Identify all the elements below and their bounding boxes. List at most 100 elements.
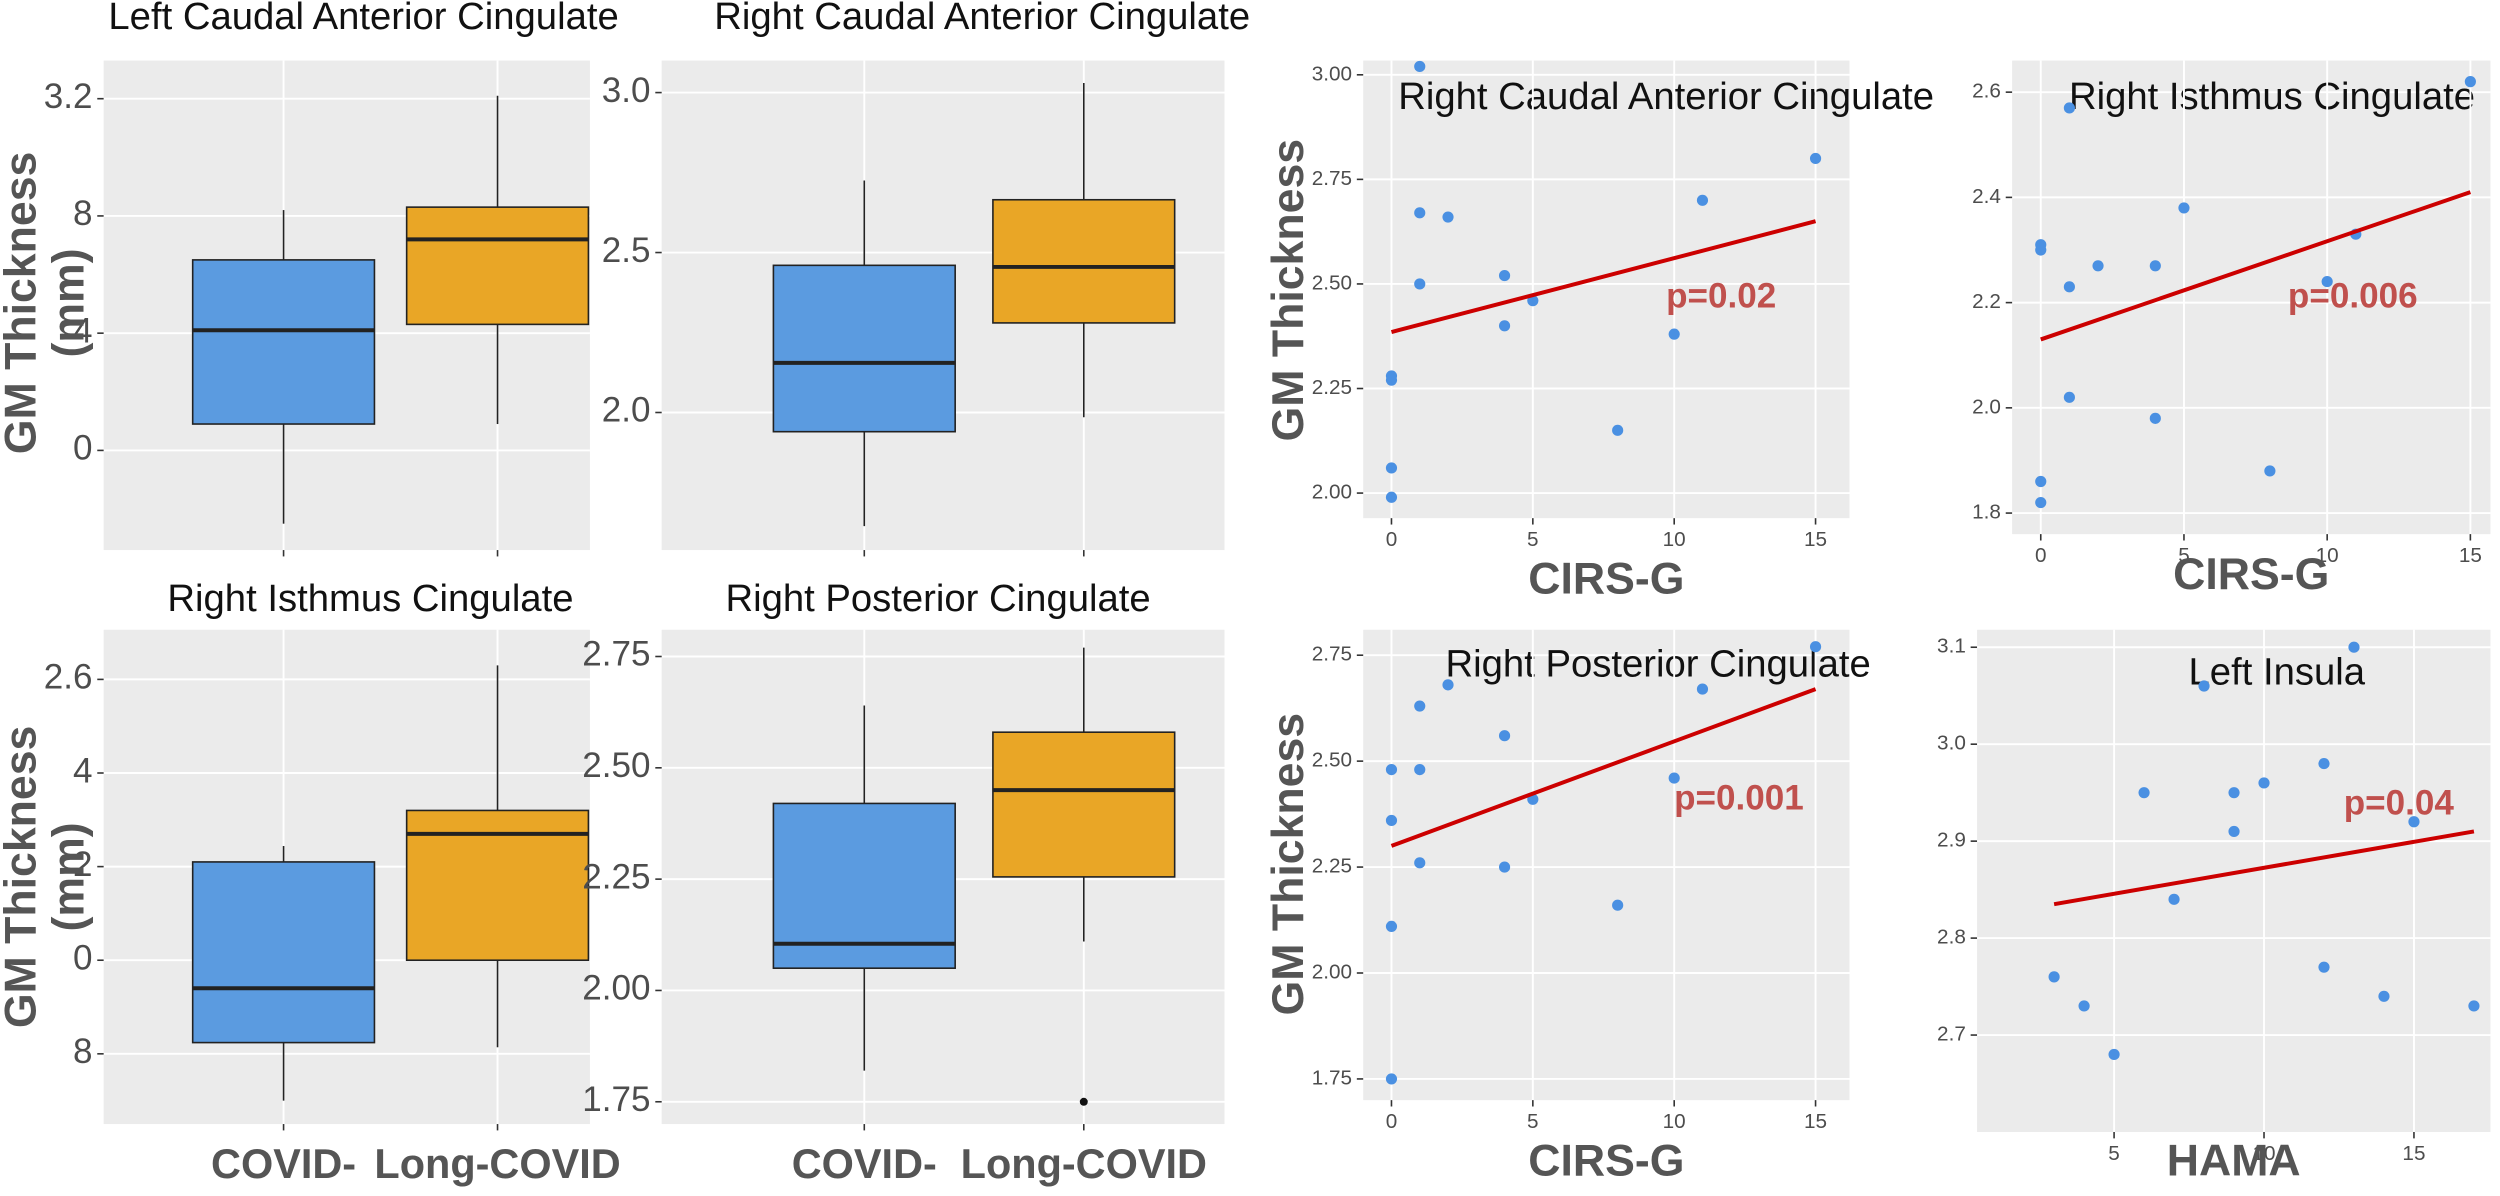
- point: [1385, 491, 1398, 503]
- box: [405, 206, 590, 326]
- point: [2092, 260, 2104, 272]
- point: [1809, 152, 1822, 165]
- point: [2063, 281, 2075, 293]
- y-tick-label: 1.75: [1312, 1066, 1352, 1089]
- y-tick-label: 2.0: [1972, 395, 2001, 418]
- x-tick-label: 0: [1386, 528, 1398, 551]
- y-tick-label: 1.75: [582, 1080, 650, 1119]
- regression-line: [1390, 219, 1817, 334]
- point: [2108, 1048, 2120, 1061]
- plot-background: [1363, 60, 1850, 519]
- point: [1612, 424, 1624, 436]
- point: [2468, 1000, 2480, 1012]
- y-axis-label: (mm): [45, 248, 94, 357]
- y-tick-label: 8: [73, 194, 93, 233]
- y-axis-label: GM Thickness: [0, 152, 46, 455]
- regression-line: [1390, 687, 1817, 848]
- x-tick-label: 15: [2459, 544, 2482, 567]
- box: [191, 259, 376, 425]
- point: [2149, 260, 2161, 272]
- y-tick-label: 2.00: [582, 969, 650, 1008]
- point: [1696, 194, 1709, 206]
- y-tick-label: 2: [73, 845, 93, 884]
- point: [1414, 278, 1426, 290]
- y-tick-label: 4: [73, 751, 93, 790]
- x-tick-label: COVID-: [792, 1140, 937, 1187]
- y-tick-label: 2.25: [1312, 855, 1352, 878]
- y-tick-label: 3.2: [44, 77, 93, 116]
- regression-line: [2040, 190, 2472, 342]
- x-tick-label: 5: [1527, 1110, 1539, 1133]
- y-tick-label: 1.8: [1972, 501, 2001, 524]
- point: [1498, 320, 1511, 332]
- x-tick-label: 10: [2252, 1142, 2275, 1165]
- plot-background: [1977, 629, 2491, 1133]
- y-tick-label: 3.0: [602, 71, 651, 110]
- x-axis-label: CIRS-G: [1528, 1137, 1684, 1186]
- x-tick-label: Long-COVID: [961, 1140, 1207, 1187]
- point: [1385, 764, 1398, 776]
- plot-background: [1363, 629, 1850, 1101]
- x-axis-label: CIRS-G: [2173, 550, 2329, 599]
- point: [1414, 700, 1426, 712]
- point: [2198, 680, 2210, 692]
- point: [2378, 990, 2390, 1002]
- point: [2063, 391, 2075, 403]
- x-tick-label: 15: [1804, 1110, 1827, 1133]
- x-tick-label: 0: [2035, 544, 2047, 567]
- y-tick-label: 2.9: [1937, 829, 1966, 852]
- point: [2063, 102, 2075, 114]
- x-tick-label: Long-COVID: [374, 1140, 620, 1187]
- panel-title: Right Caudal Anterior Cingulate: [714, 0, 1250, 38]
- x-tick-label: 5: [2108, 1142, 2120, 1165]
- panel-title: Right Posterior Cingulate: [1446, 643, 1871, 686]
- y-tick-label: 2.25: [1312, 376, 1352, 399]
- point: [2348, 641, 2360, 653]
- y-tick-label: 2.0: [602, 391, 651, 430]
- y-axis-label: GM Thickness: [1264, 713, 1313, 1016]
- point: [1385, 814, 1398, 827]
- y-tick-label: 2.4: [1972, 185, 2001, 208]
- point: [1385, 462, 1398, 474]
- point: [1442, 211, 1454, 223]
- y-tick-label: 0: [73, 938, 93, 977]
- point: [1414, 857, 1426, 869]
- point: [2321, 275, 2333, 288]
- x-tick-label: 10: [1663, 1110, 1686, 1133]
- y-tick-label: 3.00: [1312, 62, 1352, 85]
- x-tick-label: 15: [1804, 528, 1827, 551]
- y-tick-label: 8: [73, 1032, 93, 1071]
- point: [1498, 861, 1511, 873]
- y-tick-label: 2.75: [1312, 643, 1352, 666]
- y-tick-label: 2.50: [1312, 749, 1352, 772]
- box: [191, 861, 376, 1044]
- y-tick-label: 3.0: [1937, 732, 1966, 755]
- point: [1442, 679, 1454, 691]
- point: [2408, 816, 2420, 828]
- panel-title: Right Caudal Anterior Cingulate: [1398, 75, 1934, 118]
- y-tick-label: 2.50: [582, 746, 650, 785]
- point: [1668, 328, 1680, 340]
- y-tick-label: 3.1: [1937, 635, 1966, 658]
- point: [2149, 412, 2161, 424]
- y-tick-label: 2.75: [582, 635, 650, 674]
- point: [2035, 475, 2047, 488]
- panel-title: Right Posterior Cingulate: [725, 577, 1150, 620]
- x-tick-label: 5: [2178, 544, 2190, 567]
- point: [1385, 374, 1398, 386]
- x-axis-label: CIRS-G: [1528, 555, 1684, 604]
- point: [1385, 920, 1398, 932]
- outlier: [1079, 1097, 1088, 1106]
- panel-title: Right Isthmus Cingulate: [2069, 75, 2475, 118]
- point: [1668, 772, 1680, 784]
- x-tick-label: COVID-: [211, 1140, 356, 1187]
- annotation: p=0.02: [1666, 276, 1776, 315]
- y-axis-label: GM Thickness: [1264, 139, 1313, 442]
- x-tick-label: 0: [1386, 1110, 1398, 1133]
- y-tick-label: 2.50: [1312, 271, 1352, 294]
- plot-background: [2012, 60, 2491, 535]
- y-tick-label: 2.6: [1972, 80, 2001, 103]
- y-tick-label: 2.75: [1312, 167, 1352, 190]
- x-tick-label: 10: [1663, 528, 1686, 551]
- point: [1414, 207, 1426, 219]
